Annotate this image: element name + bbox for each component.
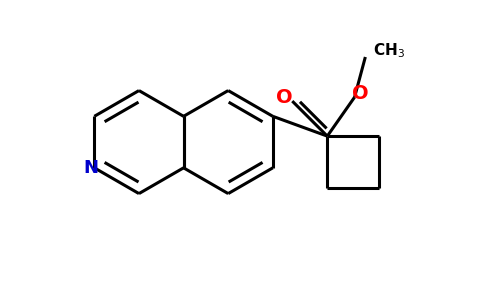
Text: O: O (276, 88, 293, 106)
Text: N: N (83, 159, 98, 177)
Text: CH$_3$: CH$_3$ (373, 42, 405, 60)
Text: O: O (352, 84, 369, 103)
